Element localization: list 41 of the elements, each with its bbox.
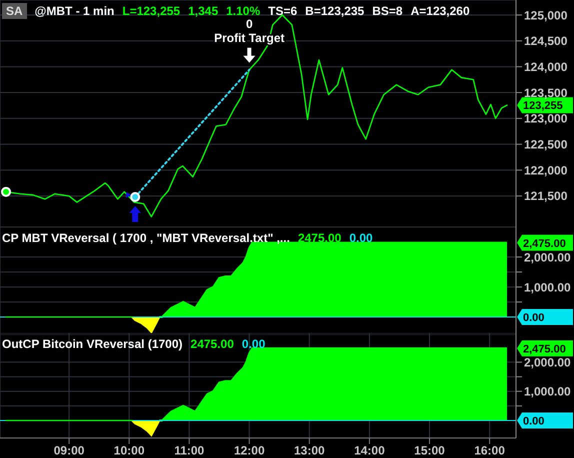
y-tick-label: 1,000.00 xyxy=(524,384,572,399)
annotation: 2475.00 xyxy=(190,337,234,351)
chart-title: @MBT - 1 min xyxy=(34,4,114,18)
annotation: 0 xyxy=(246,16,253,31)
y-tick-label: 124,500 xyxy=(524,34,568,48)
y-tick-label: 123,500 xyxy=(524,86,568,100)
text: 2,475.00 xyxy=(523,343,566,356)
annotation: 1.10% xyxy=(226,4,260,18)
y-tick-label: 2,000.00 xyxy=(524,355,572,370)
x-tick-label: 09:00 xyxy=(54,444,85,458)
y-tick-label: 123,000 xyxy=(524,112,568,126)
x-tick-label: 13:00 xyxy=(294,444,326,458)
ref-line-label: 0.00 xyxy=(523,416,544,428)
y-tick-label: 122,000 xyxy=(524,163,568,178)
annotation: 0.00 xyxy=(349,231,373,245)
annotation: 1,345 xyxy=(188,4,218,18)
x-tick-label: 16:00 xyxy=(474,444,506,458)
x-tick-label: 14:00 xyxy=(354,444,386,458)
chart-title: CP MBT VReversal ( 1700 , "MBT VReversal.txt" ,... xyxy=(2,231,290,245)
ref-line-label: 0.00 xyxy=(523,312,544,324)
annotation: A=123,260 xyxy=(410,4,470,18)
y-tick-label: 125,000 xyxy=(524,8,568,22)
x-tick-label: 15:00 xyxy=(414,444,446,458)
chart-title: OutCP Bitcoin VReversal (1700) xyxy=(2,337,183,351)
y-tick-label: 2,000.00 xyxy=(524,250,572,264)
annotation: SA xyxy=(2,3,27,19)
x-tick-label: 12:00 xyxy=(234,444,265,458)
y-tick-label: 1,000.00 xyxy=(524,280,572,294)
annotation: TS=6 xyxy=(268,4,298,18)
annotation: L=123,255 xyxy=(122,4,180,18)
text: 123,255 xyxy=(523,100,563,112)
annotation: 2475.00 xyxy=(298,231,342,245)
y-tick-label: 124,000 xyxy=(524,60,568,74)
y-tick-label: 121,500 xyxy=(524,189,568,204)
annotation: B=123,235 xyxy=(305,4,364,18)
annotation: BS=8 xyxy=(372,4,403,18)
y-tick-label: 122,500 xyxy=(524,138,568,152)
text: 2,475.00 xyxy=(523,238,566,250)
x-tick-label: 11:00 xyxy=(174,444,205,458)
x-tick-label: 10:00 xyxy=(114,444,145,458)
annotation: 0.00 xyxy=(242,337,266,351)
